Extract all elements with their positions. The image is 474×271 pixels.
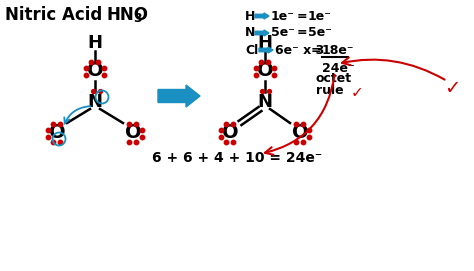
FancyArrow shape <box>158 85 200 107</box>
Text: O: O <box>257 62 273 80</box>
Text: Cl: Cl <box>245 44 258 56</box>
Text: 5e⁻: 5e⁻ <box>308 27 332 40</box>
Text: 1e⁻: 1e⁻ <box>271 9 295 22</box>
Text: O: O <box>222 124 238 143</box>
Text: octet: octet <box>316 73 352 85</box>
Text: O: O <box>87 62 103 80</box>
FancyArrow shape <box>259 47 273 53</box>
Text: =: = <box>311 44 322 56</box>
Text: 6e⁻ x 3: 6e⁻ x 3 <box>275 44 324 56</box>
Text: H: H <box>245 9 255 22</box>
Text: ✓: ✓ <box>351 85 364 101</box>
Text: 6 + 6 + 4 + 10 = 24e⁻: 6 + 6 + 4 + 10 = 24e⁻ <box>152 151 322 165</box>
Text: O: O <box>292 124 308 143</box>
Text: HNO: HNO <box>107 6 149 24</box>
Text: 3: 3 <box>133 11 142 24</box>
Text: N: N <box>88 93 102 111</box>
Text: O: O <box>125 124 141 143</box>
Text: 18e⁻: 18e⁻ <box>322 44 355 56</box>
Text: H: H <box>257 34 273 52</box>
Text: N: N <box>245 27 255 40</box>
Text: 1e⁻: 1e⁻ <box>308 9 332 22</box>
Text: N: N <box>257 93 273 111</box>
Text: =: = <box>297 27 308 40</box>
Text: rule: rule <box>316 85 344 98</box>
FancyArrow shape <box>255 30 269 36</box>
Text: 5e⁻: 5e⁻ <box>271 27 295 40</box>
Text: O: O <box>49 124 65 143</box>
Text: =: = <box>297 9 308 22</box>
Text: 24e⁻: 24e⁻ <box>322 62 355 75</box>
Text: Nitric Acid: Nitric Acid <box>5 6 102 24</box>
Text: ✓: ✓ <box>444 79 460 98</box>
FancyArrow shape <box>255 13 269 19</box>
Text: H: H <box>88 34 102 52</box>
